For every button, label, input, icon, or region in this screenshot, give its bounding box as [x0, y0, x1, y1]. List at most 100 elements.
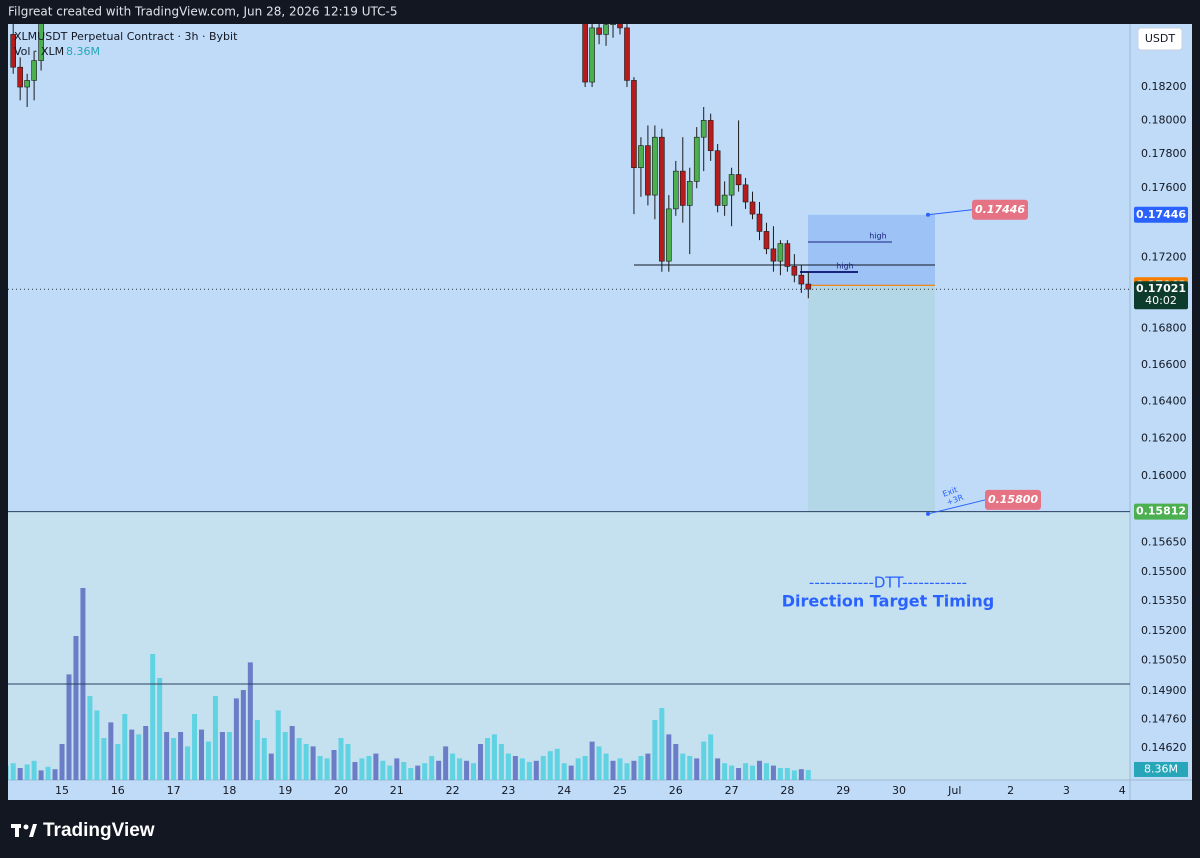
y-tick-label: 0.15350	[1141, 594, 1187, 607]
volume-bar	[464, 760, 470, 780]
volume-bar	[38, 770, 44, 780]
volume-bar	[547, 751, 553, 780]
volume-bar	[582, 756, 588, 780]
volume-bar	[31, 760, 37, 780]
header-title: Filgreat created with TradingView.com, J…	[8, 5, 397, 19]
volume-bar	[17, 768, 23, 780]
volume-legend: Vol · XLM	[14, 45, 64, 58]
volume-bar	[178, 732, 184, 780]
volume-bar	[561, 763, 567, 780]
volume-bar	[387, 765, 393, 780]
volume-bar	[519, 758, 525, 780]
candle-body	[777, 243, 784, 262]
volume-bar	[722, 763, 728, 780]
y-tick-label: 0.15500	[1141, 565, 1187, 578]
volume-bar	[101, 738, 107, 780]
volume-bar	[415, 765, 421, 780]
volume-bar	[729, 765, 735, 780]
candle-body	[38, 24, 44, 61]
volume-bar	[122, 714, 128, 780]
volume-bar	[471, 763, 477, 780]
callout-bg	[985, 489, 1041, 510]
volume-bar	[73, 636, 79, 780]
volume-bar	[638, 756, 644, 780]
x-tick-label: 23	[501, 784, 515, 797]
volume-bar	[52, 769, 58, 780]
volume-bar	[150, 654, 156, 780]
candle-body	[700, 120, 707, 138]
volume-bar	[199, 729, 205, 780]
callout-label: 0.17446	[975, 203, 1025, 216]
candle-body	[728, 174, 735, 196]
y-tick-label: 0.17200	[1141, 251, 1187, 264]
volume-bar	[24, 764, 30, 780]
volume-bar	[352, 762, 358, 780]
price-axis-label: 0.17446	[1136, 208, 1186, 221]
volume-bar	[498, 744, 504, 780]
volume-bar	[254, 720, 260, 780]
volume-bar	[317, 756, 323, 780]
currency[interactable]: USDT	[1145, 32, 1176, 45]
volume-bar	[422, 763, 428, 780]
volume-bar	[261, 738, 267, 780]
candle-body	[638, 145, 644, 169]
brand-name: TradingView	[43, 820, 155, 841]
x-tick-label: 2	[1007, 784, 1014, 797]
volume-bar	[701, 741, 707, 780]
y-tick-label: 0.18200	[1141, 80, 1187, 93]
x-tick-label: 19	[278, 784, 292, 797]
volume-bar	[631, 760, 637, 780]
volume-axis-label: 8.36M	[1144, 762, 1178, 775]
symbol-title: XLMUSDT Perpetual Contract · 3h · Bybit	[14, 30, 238, 43]
volume-bar	[596, 746, 602, 780]
y-tick-label: 0.16000	[1141, 469, 1187, 482]
volume-bar	[115, 744, 121, 780]
x-tick-label: 29	[836, 784, 850, 797]
volume-bar	[108, 722, 114, 780]
volume-bar	[303, 744, 309, 780]
volume-bar	[575, 758, 581, 780]
price-axis-label-bg	[1134, 206, 1188, 223]
candle-body	[24, 80, 30, 88]
volume-bar	[366, 756, 372, 780]
volume-bar	[143, 726, 149, 780]
y-tick-label: 0.17800	[1141, 147, 1187, 160]
candle-body	[679, 170, 686, 206]
volume-bar	[282, 732, 288, 780]
volume-bar	[687, 756, 693, 780]
x-tick-label: 28	[780, 784, 794, 797]
currency-button[interactable]	[1137, 27, 1183, 51]
candle-body	[672, 170, 679, 210]
volume-bar	[505, 753, 511, 780]
y-tick-label: 0.16200	[1141, 431, 1187, 444]
volume-bar	[770, 765, 776, 780]
plot	[8, 24, 1130, 780]
volume-bar	[289, 726, 295, 780]
y-tick-label: 0.16400	[1141, 394, 1187, 407]
price-axis-label-bg	[1134, 503, 1188, 520]
overlay: highhigh0.174460.15800Exit+3R-----------…	[782, 199, 1041, 611]
y-tick-label: 0.15200	[1141, 624, 1187, 637]
callout-dot	[926, 511, 930, 516]
y-tick-label: 0.17600	[1141, 181, 1187, 194]
candle-body	[10, 34, 16, 68]
x-tick-label: 18	[222, 784, 236, 797]
volume-bar	[129, 729, 135, 780]
candle-body	[805, 283, 812, 290]
candle-body	[617, 24, 623, 29]
volume-bar	[512, 756, 518, 780]
x-tick-label: 27	[725, 784, 739, 797]
candle-body	[666, 208, 672, 262]
volume-bar	[715, 758, 721, 780]
volume-bar	[589, 741, 595, 780]
volume-bar	[345, 744, 351, 780]
volume-bar	[268, 753, 274, 780]
volume-bar	[673, 744, 679, 780]
volume-bar	[59, 744, 65, 780]
candle-body	[756, 213, 763, 232]
x-tick-label: 17	[167, 784, 181, 797]
volume-bar	[408, 768, 414, 780]
callout-label: 0.15800	[988, 493, 1038, 506]
volume-bar	[296, 738, 302, 780]
volume-bar	[226, 732, 232, 780]
